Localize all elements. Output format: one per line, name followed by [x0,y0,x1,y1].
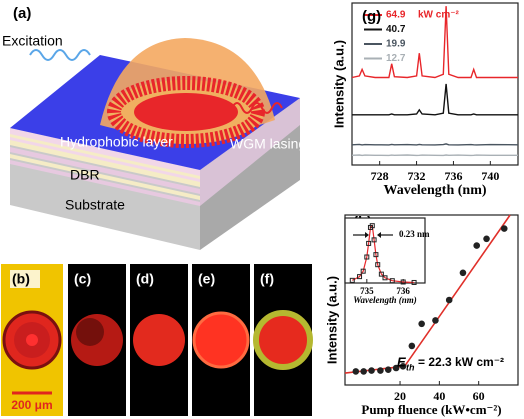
x-tick-label: 740 [481,169,499,183]
legend-label: 64.9 [386,10,406,21]
dbr-layer [10,147,200,194]
annotation-subscript: th [406,362,415,372]
panel-label: (e) [198,271,215,287]
x-axis-label: Wavelength (nm) [353,295,417,305]
data-point [382,275,388,281]
dbr-side [200,98,300,206]
panel-label: (c) [74,271,91,287]
hydrophobic-label: Hydrophobic layer [60,134,173,150]
x-tick-label: 735 [360,286,374,296]
x-axis-label: Wavelength (nm) [383,183,486,198]
annotation-symbol: E [397,354,406,369]
panel-label: (a) [13,5,31,22]
fwhm-label: 0.23 nm [399,229,430,239]
micrographs: (b) 200 μm (c) (d) (e) (f) [1,264,313,416]
data-point [384,366,392,374]
data-point [483,235,490,243]
data-point [473,242,481,249]
data-point [399,363,407,370]
spectrum-line [351,6,518,79]
data-point [364,254,370,260]
excitation-label: Excitation [2,33,63,49]
plot-frame [351,2,519,166]
panel-label: (d) [136,271,154,287]
data-point [411,279,417,285]
legend-label: 19.9 [386,39,406,50]
legend-label: 40.7 [386,24,406,35]
annotation-text: = 22.3 kW cm⁻² [418,355,504,369]
spectrum-line [351,143,519,146]
droplet-image [76,318,104,346]
x-axis-label: Pump fluence (kW•cm⁻²) [361,402,501,417]
panel-label: (b) [12,271,30,287]
data-point [369,223,375,229]
data-point [352,368,360,375]
dbr-label: DBR [70,167,100,183]
data-point [360,268,366,274]
data-point [360,368,367,375]
excitation-wave [29,49,91,61]
data-point [408,342,416,350]
data-point [366,240,372,246]
lasing-core [134,93,238,131]
device-schematic: (a) Excitation Hydrophobic layer WGM las… [2,5,306,250]
droplet-image [26,334,38,346]
data-point [378,271,384,277]
data-point [375,262,381,268]
dbr-layer [10,154,200,200]
x-tick-label: 60 [473,389,485,403]
panel-label: (g) [362,8,381,25]
y-axis-label: Intensity (a.u.) [331,40,346,128]
x-tick-label: 732 [408,169,426,183]
droplet-image [192,311,250,369]
x-tick-label: 40 [433,389,445,403]
droplet-image [253,310,313,370]
data-point [459,269,467,277]
panel-label: (f) [260,271,274,287]
x-tick-label: 736 [396,286,410,296]
droplet-image [133,314,185,366]
substrate-label: Substrate [65,197,125,213]
dbr-layer [10,140,200,187]
x-tick-label: 736 [444,169,462,183]
dbr-layer [10,160,200,206]
lasing-ring [107,76,265,148]
data-point [500,225,508,232]
data-point [371,237,377,243]
data-point [432,317,439,324]
scale-bar-label: 200 μm [11,398,52,412]
data-point [418,320,425,328]
data-point [368,367,375,374]
x-tick-label: 20 [394,389,406,403]
label-bg [10,270,40,288]
fwhm-arrowhead [365,232,369,238]
data-point [445,296,453,304]
data-point [373,252,379,258]
spectrum-line [352,83,518,116]
data-point [389,278,395,284]
y-axis-label: Intensity (a.u.) [324,276,339,364]
data-point [377,367,384,374]
plot-frame [344,217,426,284]
dbr-layer [10,134,200,179]
fwhm-arrowhead [377,232,381,238]
data-point [349,277,355,283]
data-point [357,274,363,280]
data-point [400,279,406,285]
wgm-label: WGM lasing [230,136,306,152]
legend-label: 12.7 [386,53,406,64]
lasing-wave [231,102,283,114]
x-tick-label: 728 [371,169,389,183]
data-point [392,364,400,372]
legend-unit: kW cm⁻² [418,10,460,21]
